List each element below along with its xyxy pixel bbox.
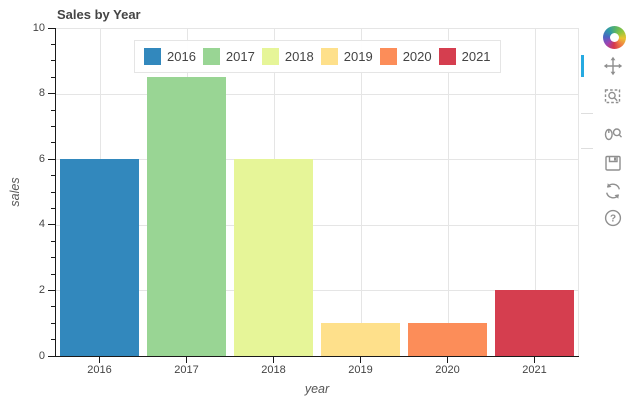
legend-label: 2018 <box>284 49 314 64</box>
legend: 2016 2017 2018 2019 2020 2021 <box>134 40 501 73</box>
x-tick-label: 2016 <box>87 364 112 376</box>
x-tick-label: 2021 <box>522 364 547 376</box>
y-tick-label: 2 <box>38 283 45 296</box>
toolbar-separator <box>581 148 593 149</box>
legend-item-2016: 2016 <box>144 48 196 65</box>
y-axis-label: sales <box>8 177 22 207</box>
x-tick-label: 2017 <box>174 364 199 376</box>
legend-swatch <box>261 48 279 65</box>
pan-icon <box>603 56 623 76</box>
y-major-tick <box>48 158 55 160</box>
bar-2019 <box>321 323 400 356</box>
legend-item-2019: 2019 <box>320 48 373 65</box>
chart-title: Sales by Year <box>57 7 141 22</box>
legend-item-2021: 2021 <box>438 48 491 65</box>
x-tick-label: 2018 <box>261 364 286 376</box>
y-minor-tick <box>51 76 55 78</box>
svg-text:?: ? <box>610 214 616 225</box>
y-minor-tick <box>51 191 55 193</box>
legend-swatch <box>202 48 220 65</box>
y-tick-label: 0 <box>38 349 45 362</box>
x-major-tick <box>186 357 187 363</box>
legend-item-2017: 2017 <box>202 48 255 65</box>
reset-tool-button[interactable] <box>602 180 624 202</box>
y-minor-tick <box>51 175 55 177</box>
legend-label: 2016 <box>167 49 196 64</box>
y-major-tick <box>48 27 55 29</box>
grid-line-x <box>534 28 536 356</box>
legend-label: 2019 <box>343 49 373 64</box>
grid-line-x <box>360 28 362 356</box>
grid-line-y <box>56 28 578 29</box>
y-tick-label: 4 <box>38 218 45 231</box>
legend-label: 2017 <box>225 49 255 64</box>
y-minor-tick <box>51 125 55 127</box>
x-axis-line <box>55 356 579 357</box>
y-major-tick <box>48 93 55 95</box>
y-tick-label: 8 <box>38 87 45 100</box>
legend-label: 2021 <box>461 49 491 64</box>
y-minor-tick <box>51 257 55 259</box>
y-minor-tick <box>51 60 55 62</box>
toolbar-separator <box>581 113 593 114</box>
legend-label: 2020 <box>402 49 432 64</box>
grid-line-y <box>56 224 578 226</box>
x-major-tick <box>360 357 361 363</box>
y-minor-tick <box>51 306 55 308</box>
y-major-tick <box>48 224 55 226</box>
x-major-tick <box>534 357 535 363</box>
help-icon: ? <box>604 209 622 227</box>
y-minor-tick <box>51 322 55 324</box>
bar-2020 <box>408 323 487 356</box>
bar-2018 <box>234 159 313 356</box>
box-zoom-icon <box>604 89 621 104</box>
bar-2017 <box>147 77 226 356</box>
pan-tool-button[interactable] <box>602 55 624 77</box>
y-minor-tick <box>51 207 55 209</box>
y-minor-tick <box>51 43 55 45</box>
bokeh-logo-icon[interactable] <box>603 26 626 49</box>
y-tick-label: 6 <box>38 152 45 165</box>
legend-swatch <box>438 48 456 65</box>
y-tick-label: 10 <box>32 21 45 34</box>
legend-swatch <box>379 48 397 65</box>
grid-line-y <box>56 159 578 161</box>
active-tool-indicator <box>581 55 584 77</box>
grid-line-y <box>56 93 578 95</box>
x-major-tick <box>273 357 274 363</box>
save-icon <box>605 155 621 171</box>
x-tick-label: 2020 <box>435 364 460 376</box>
x-axis-label: year <box>304 382 330 396</box>
grid-line-x <box>447 28 449 356</box>
legend-item-2018: 2018 <box>261 48 314 65</box>
y-major-tick <box>48 355 55 357</box>
box-zoom-tool-button[interactable] <box>602 85 624 107</box>
help-tool-button[interactable]: ? <box>602 207 624 229</box>
y-minor-tick <box>51 240 55 242</box>
y-minor-tick <box>51 109 55 111</box>
legend-swatch <box>144 48 161 65</box>
y-minor-tick <box>51 142 55 144</box>
y-minor-tick <box>51 273 55 275</box>
y-minor-tick <box>51 339 55 341</box>
y-axis-line <box>55 28 56 357</box>
save-tool-button[interactable] <box>602 152 624 174</box>
reset-icon <box>606 183 620 199</box>
wheel-zoom-icon <box>604 128 623 141</box>
bar-2021 <box>495 290 574 356</box>
wheel-zoom-tool-button[interactable] <box>602 123 624 145</box>
bar-2016 <box>60 159 139 356</box>
y-major-tick <box>48 289 55 291</box>
x-tick-label: 2019 <box>348 364 373 376</box>
legend-swatch <box>320 48 338 65</box>
legend-item-2020: 2020 <box>379 48 432 65</box>
x-major-tick <box>447 357 448 363</box>
plot-area[interactable] <box>56 28 579 356</box>
grid-line-y <box>56 290 578 292</box>
x-major-tick <box>99 357 100 363</box>
